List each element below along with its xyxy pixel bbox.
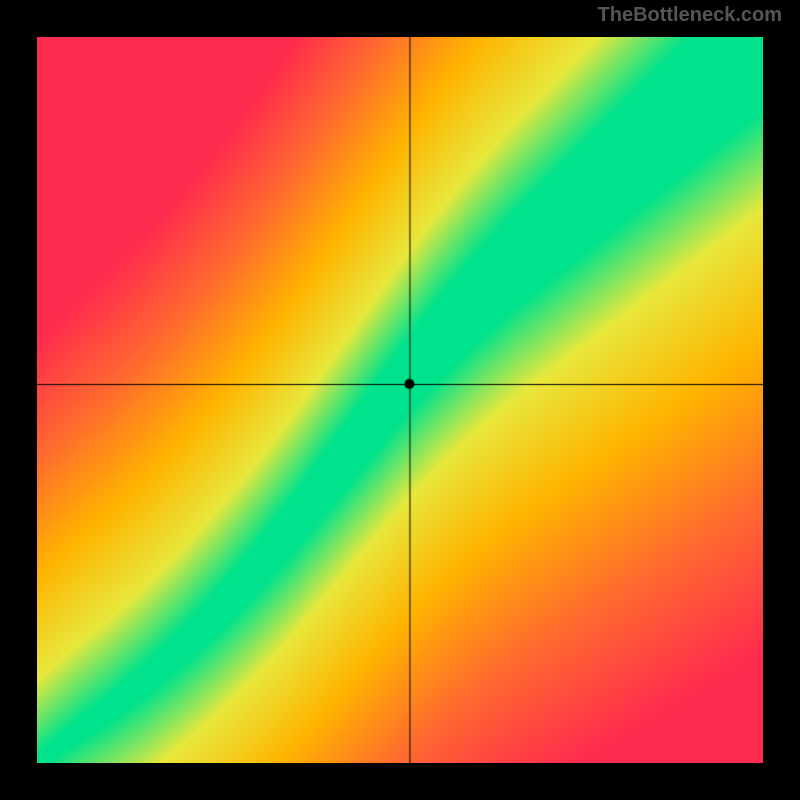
heatmap-canvas — [37, 37, 763, 763]
watermark-text: TheBottleneck.com — [598, 4, 782, 27]
plot-area — [37, 37, 763, 763]
chart-frame: TheBottleneck.com — [0, 0, 800, 800]
